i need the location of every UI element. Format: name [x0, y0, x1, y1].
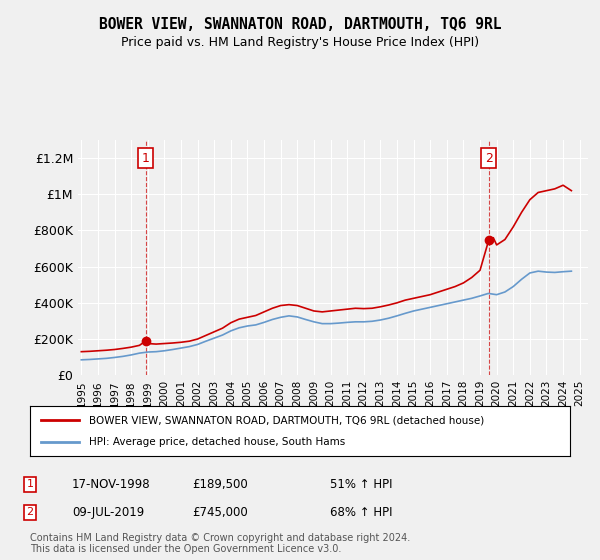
Text: 2: 2 — [485, 152, 493, 165]
Text: 68% ↑ HPI: 68% ↑ HPI — [330, 506, 392, 519]
Text: HPI: Average price, detached house, South Hams: HPI: Average price, detached house, Sout… — [89, 437, 346, 447]
Text: 17-NOV-1998: 17-NOV-1998 — [72, 478, 151, 491]
Text: 1: 1 — [26, 479, 34, 489]
Text: Price paid vs. HM Land Registry's House Price Index (HPI): Price paid vs. HM Land Registry's House … — [121, 36, 479, 49]
Text: BOWER VIEW, SWANNATON ROAD, DARTMOUTH, TQ6 9RL (detached house): BOWER VIEW, SWANNATON ROAD, DARTMOUTH, T… — [89, 415, 485, 425]
Text: 1: 1 — [142, 152, 150, 165]
Text: £189,500: £189,500 — [192, 478, 248, 491]
Text: 09-JUL-2019: 09-JUL-2019 — [72, 506, 144, 519]
Text: 2: 2 — [26, 507, 34, 517]
Text: Contains HM Land Registry data © Crown copyright and database right 2024.
This d: Contains HM Land Registry data © Crown c… — [30, 533, 410, 554]
Text: £745,000: £745,000 — [192, 506, 248, 519]
Text: 51% ↑ HPI: 51% ↑ HPI — [330, 478, 392, 491]
Text: BOWER VIEW, SWANNATON ROAD, DARTMOUTH, TQ6 9RL: BOWER VIEW, SWANNATON ROAD, DARTMOUTH, T… — [99, 17, 501, 32]
